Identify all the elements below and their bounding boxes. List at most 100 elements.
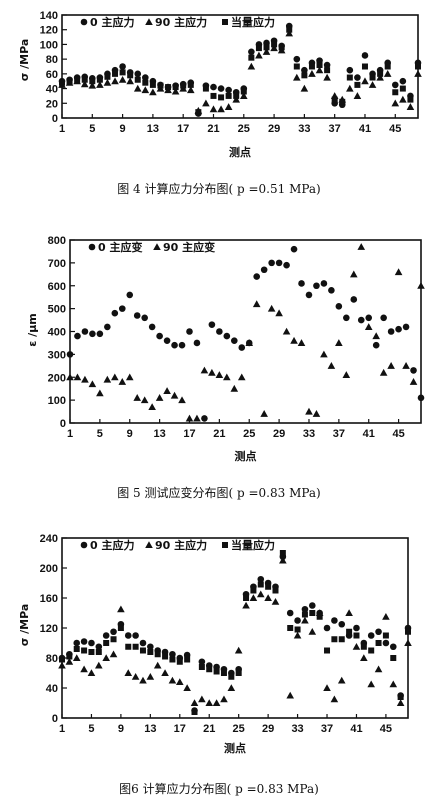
data-point: [354, 74, 361, 81]
x-tick-label: 45: [389, 123, 401, 135]
data-point: [379, 368, 388, 376]
data-point: [389, 643, 397, 651]
data-point: [232, 95, 241, 103]
data-point: [184, 656, 191, 663]
data-point: [305, 291, 313, 299]
data-point: [257, 581, 264, 588]
legend-marker: [88, 243, 96, 251]
data-point: [147, 643, 154, 651]
data-point: [103, 78, 112, 86]
data-point: [275, 309, 283, 317]
figure-caption: 图 5 测试应变分布图( p =0.83 MPa): [117, 485, 321, 500]
x-tick-label: 9: [118, 723, 124, 735]
data-point: [297, 339, 306, 346]
data-point: [89, 78, 96, 85]
data-point: [338, 620, 346, 628]
data-point: [391, 99, 400, 107]
legend-marker: [222, 542, 228, 548]
data-point: [331, 636, 338, 643]
data-point: [74, 76, 81, 83]
data-point: [320, 280, 328, 287]
data-point: [354, 81, 361, 88]
legend-label: 0 主应变: [98, 240, 142, 254]
x-tick-label: 25: [238, 123, 250, 135]
data-point: [88, 649, 95, 655]
x-tick-label: 13: [153, 428, 165, 440]
x-tick-label: 37: [329, 123, 341, 135]
data-point: [271, 41, 278, 48]
figure-caption: 图6 计算应力分布图( p =0.83 MPa): [119, 781, 319, 796]
data-point: [267, 304, 276, 312]
data-point: [133, 84, 142, 92]
data-point: [376, 73, 384, 81]
y-tick-label: 40: [46, 84, 58, 96]
data-point: [313, 282, 320, 290]
data-point: [237, 373, 246, 381]
y-tick-label: 0: [52, 113, 58, 125]
data-point: [102, 632, 110, 639]
data-point: [285, 29, 294, 37]
data-point: [361, 77, 369, 85]
data-point: [365, 314, 373, 322]
data-point: [315, 66, 324, 74]
data-point: [372, 341, 380, 349]
data-point: [134, 70, 142, 78]
y-tick-label: 200: [48, 372, 66, 384]
data-point: [96, 76, 103, 83]
data-point: [171, 87, 180, 95]
data-point: [293, 55, 301, 63]
y-tick-label: 40: [46, 683, 58, 695]
data-point: [342, 371, 351, 379]
data-point: [417, 281, 425, 289]
data-point: [66, 351, 74, 358]
data-point: [282, 327, 291, 335]
data-point: [139, 676, 147, 684]
x-tick-label: 5: [89, 123, 95, 135]
data-point: [133, 312, 141, 319]
data-point: [81, 647, 88, 654]
data-point: [346, 74, 353, 81]
data-point: [198, 658, 206, 666]
data-point: [300, 84, 309, 92]
data-point: [132, 632, 139, 639]
data-point: [163, 337, 171, 344]
data-point: [59, 656, 65, 663]
data-point: [247, 62, 256, 70]
data-point: [157, 82, 164, 89]
data-point: [146, 672, 155, 680]
data-point: [353, 632, 360, 639]
data-point: [118, 378, 127, 385]
data-point: [364, 323, 373, 330]
data-point: [374, 665, 383, 673]
data-point: [234, 646, 243, 654]
data-point: [169, 656, 176, 663]
data-point: [223, 332, 231, 340]
data-point: [367, 680, 375, 688]
data-point: [323, 61, 331, 69]
y-tick-label: 240: [40, 533, 58, 545]
data-point: [286, 26, 293, 33]
data-point: [183, 684, 191, 692]
x-tick-label: 37: [321, 723, 333, 735]
data-point: [209, 105, 218, 113]
data-point: [406, 103, 415, 111]
data-point: [253, 273, 261, 280]
x-tick-label: 1: [59, 723, 65, 735]
legend-label: 0 主应力: [90, 538, 134, 552]
data-point: [243, 595, 250, 601]
data-point: [149, 88, 157, 96]
x-tick-label: 41: [359, 123, 371, 135]
data-point: [290, 336, 298, 344]
data-point: [357, 243, 366, 250]
data-point: [345, 609, 353, 617]
data-point: [263, 44, 270, 51]
data-point: [147, 649, 154, 655]
data-point: [66, 373, 74, 381]
data-point: [80, 80, 89, 88]
y-tick-label: 80: [46, 653, 58, 665]
data-point: [148, 403, 156, 411]
data-point: [96, 389, 104, 397]
data-point: [305, 407, 313, 415]
data-point: [308, 627, 317, 635]
data-point: [372, 332, 380, 340]
